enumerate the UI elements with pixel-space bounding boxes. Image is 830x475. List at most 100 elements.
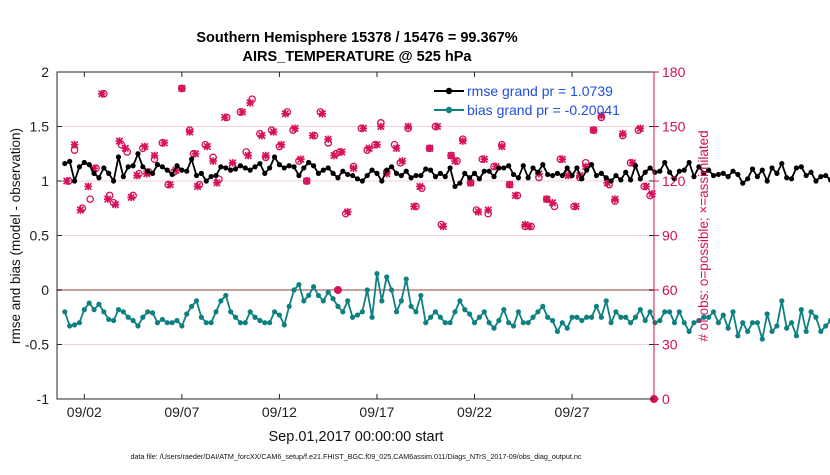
- bias-point: [208, 320, 214, 326]
- rmse-point: [267, 165, 273, 171]
- obs-assimilated-point: [589, 126, 598, 134]
- obs-assimilated-point: [281, 109, 290, 118]
- rmse-point: [798, 164, 804, 170]
- x-tick-label: 09/02: [67, 404, 102, 420]
- bias-point: [554, 328, 561, 335]
- rmse-point: [335, 175, 341, 181]
- rmse-point: [462, 170, 468, 176]
- obs-assimilated-point: [185, 128, 194, 136]
- rmse-point: [398, 172, 404, 179]
- bias-point: [228, 309, 234, 315]
- rmse-point: [774, 170, 780, 176]
- bias-point: [232, 314, 239, 320]
- obs-assimilated-point: [480, 155, 489, 163]
- bias-point: [535, 309, 541, 315]
- rmse-point: [384, 167, 390, 173]
- bias-point: [237, 320, 243, 326]
- obs-assimilated-point: [246, 99, 254, 107]
- bias-point: [379, 298, 385, 304]
- obs-assimilated-point: [191, 149, 200, 158]
- bias-point: [403, 276, 409, 282]
- bias-point: [623, 314, 629, 320]
- bias-point: [701, 314, 707, 320]
- obs-assimilated-point: [297, 155, 305, 163]
- bias-point: [813, 314, 819, 320]
- bias-point: [257, 317, 263, 324]
- rmse-point: [608, 178, 614, 184]
- rmse-point: [393, 170, 400, 176]
- rmse-point: [525, 175, 531, 181]
- rmse-point: [149, 170, 156, 176]
- bias-point: [598, 314, 604, 320]
- rmse-point: [81, 159, 87, 166]
- bias-point: [647, 309, 653, 315]
- obs-assimilated-point: [238, 108, 247, 116]
- bias-point: [706, 314, 712, 320]
- obs-assimilated-point: [343, 208, 352, 216]
- rmse-point: [623, 169, 629, 175]
- y-tick-label: 1.5: [30, 119, 50, 135]
- x-tick-label: 09/07: [164, 404, 199, 420]
- bias-point: [457, 298, 463, 304]
- rmse-point: [564, 165, 570, 171]
- bias-point: [686, 328, 692, 335]
- rmse-point: [306, 159, 312, 166]
- rmse-point: [569, 172, 575, 179]
- rmse-point: [603, 175, 609, 181]
- rmse-point: [784, 175, 790, 181]
- bias-point: [388, 287, 395, 293]
- bias-point: [667, 309, 673, 315]
- bias-point: [803, 328, 809, 335]
- rmse-point: [764, 178, 770, 184]
- bias-point: [769, 328, 775, 335]
- rmse-point: [476, 176, 482, 182]
- rmse-point: [130, 163, 136, 169]
- rmse-point: [681, 167, 687, 173]
- bias-point: [632, 314, 639, 320]
- legend-rmse-label: rmse grand pr = 1.0739: [467, 83, 613, 99]
- rmse-point: [71, 178, 78, 184]
- rmse-point: [579, 176, 585, 182]
- obs-assimilated-point: [193, 182, 202, 191]
- bias-point: [745, 328, 751, 335]
- rmse-point: [471, 170, 478, 176]
- rmse-point: [252, 164, 258, 170]
- bias-point: [267, 320, 273, 326]
- bias-point: [740, 320, 746, 326]
- rmse-point: [574, 165, 580, 171]
- obs-possible-point: [86, 195, 95, 204]
- bias-point: [569, 314, 575, 320]
- bias-point: [779, 298, 785, 304]
- bias-point: [140, 314, 146, 320]
- rmse-point: [745, 176, 751, 182]
- bias-point: [447, 320, 453, 326]
- obs-assimilated-point: [338, 148, 346, 156]
- x-tick-label: 09/17: [359, 404, 394, 420]
- rmse-point: [369, 167, 375, 173]
- bias-point: [408, 303, 414, 309]
- rmse-point: [271, 154, 278, 160]
- bias-point: [306, 292, 312, 299]
- bias-point: [320, 298, 326, 304]
- rmse-point: [584, 167, 590, 173]
- y-tick-label: -0.5: [25, 337, 49, 353]
- rmse-point: [696, 164, 702, 170]
- obs-assimilated-point: [498, 142, 506, 151]
- rmse-point: [510, 171, 517, 178]
- obs-assimilated-point: [451, 157, 459, 165]
- rmse-point: [189, 156, 195, 162]
- rmse-point: [145, 168, 151, 174]
- rmse-point: [154, 162, 161, 168]
- y2-tick-label: 120: [662, 173, 686, 189]
- obs-assimilated-point: [398, 157, 407, 165]
- bias-point: [281, 322, 287, 328]
- bias-point: [418, 292, 424, 299]
- rmse-point: [803, 172, 809, 179]
- bias-point: [203, 320, 209, 326]
- rmse-point: [325, 165, 331, 171]
- obs-assimilated-point: [228, 159, 237, 167]
- rmse-point: [642, 169, 648, 175]
- rmse-point: [793, 165, 800, 171]
- obs-marker: [333, 286, 342, 294]
